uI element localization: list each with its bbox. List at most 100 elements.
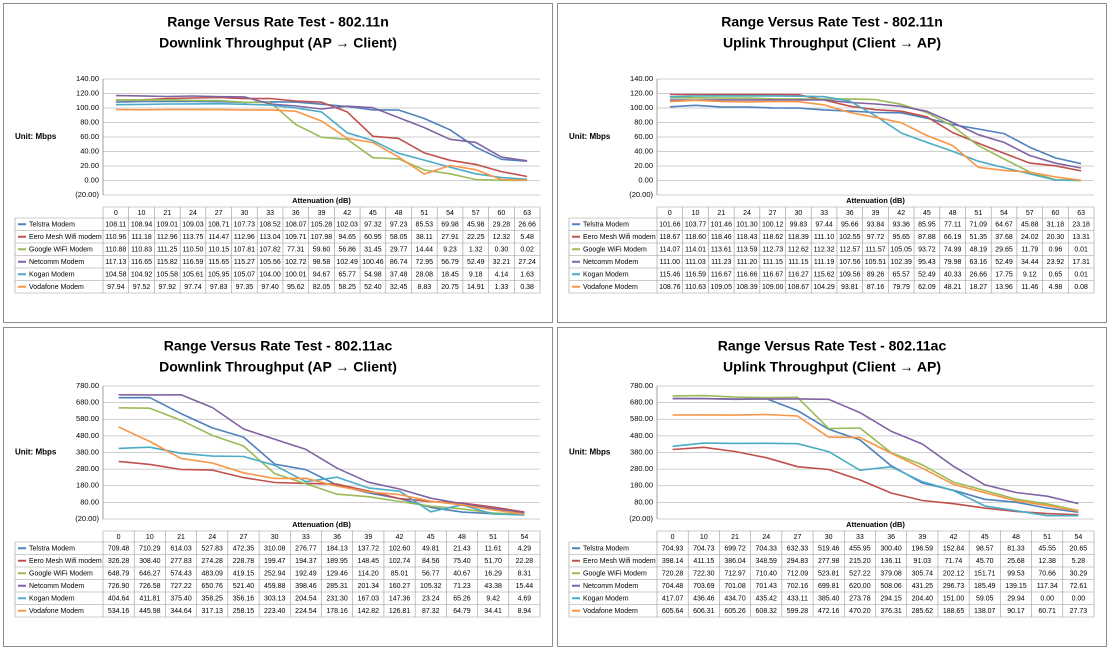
data-label: 4.98 xyxy=(1049,284,1063,291)
data-label: 231.30 xyxy=(326,596,348,603)
data-label: 65.77 xyxy=(338,272,356,279)
data-label: 105.07 xyxy=(234,272,256,279)
legend-label: Telstra Modem xyxy=(29,222,75,229)
data-label: 109.56 xyxy=(839,272,861,279)
data-label: 87.32 xyxy=(422,608,440,615)
data-label: 252.94 xyxy=(264,571,286,578)
data-label: 13.96 xyxy=(995,284,1013,291)
y-tick-label: 180.00 xyxy=(76,481,99,490)
data-label: 97.23 xyxy=(390,222,408,229)
data-label: 310.08 xyxy=(264,546,286,553)
data-label: 70.66 xyxy=(1038,571,1056,578)
data-label: 0.08 xyxy=(1074,284,1088,291)
y-tick-label: 0.00 xyxy=(638,175,653,184)
data-label: 115.27 xyxy=(234,259,255,266)
legend-label: Google WiFi Modem xyxy=(583,247,647,254)
data-label: 95.66 xyxy=(841,222,859,229)
data-label: 69.98 xyxy=(441,222,459,229)
data-label: 105.56 xyxy=(259,259,281,266)
data-label: 0.96 xyxy=(1049,247,1063,254)
data-label: 142.82 xyxy=(358,608,380,615)
data-label: 126.81 xyxy=(389,608,411,615)
data-label: 712.97 xyxy=(724,571,746,578)
series-line xyxy=(669,99,1082,169)
x-tick-label: 54 xyxy=(1074,534,1082,541)
chart-panel: Range Versus Rate Test - 802.11ac Downlin… xyxy=(3,327,553,647)
data-label: 98.58 xyxy=(313,259,331,266)
data-label: 56.86 xyxy=(338,247,356,254)
data-label: 148.45 xyxy=(358,558,380,565)
data-label: 152.84 xyxy=(943,546,965,553)
x-tick-label: 54 xyxy=(446,210,454,217)
x-tick-label: 45 xyxy=(427,534,435,541)
data-label: 188.65 xyxy=(943,608,965,615)
data-label: 108.71 xyxy=(208,222,230,229)
data-label: 105.61 xyxy=(182,272,204,279)
data-label: 58.25 xyxy=(338,284,356,291)
data-label: 87.16 xyxy=(867,284,885,291)
y-tick-label: 140.00 xyxy=(76,74,99,83)
chart-subtitle: Uplink Throughput (Client → AP) xyxy=(723,35,941,51)
data-label: 111.25 xyxy=(157,247,177,254)
data-label: 113.61 xyxy=(711,247,732,254)
chart-title: Range Versus Rate Test - 802.11ac xyxy=(718,338,947,354)
data-label: 483.09 xyxy=(202,571,224,578)
data-label: 9.12 xyxy=(1023,272,1037,279)
series-line xyxy=(672,446,1079,516)
data-label: 445.98 xyxy=(139,608,161,615)
y-tick-label: 120.00 xyxy=(630,88,653,97)
data-label: 85.53 xyxy=(416,222,434,229)
data-label: 376.31 xyxy=(880,608,902,615)
data-label: 103.77 xyxy=(685,222,707,229)
data-label: 109.05 xyxy=(711,284,733,291)
series-line xyxy=(672,397,1079,505)
y-tick-label: 40.00 xyxy=(80,146,99,155)
data-label: 30.29 xyxy=(1070,571,1088,578)
legend-label: Telstra Modem xyxy=(583,222,629,229)
data-label: 18.45 xyxy=(441,272,459,279)
data-label: 419.15 xyxy=(233,571,255,578)
series-line xyxy=(672,413,1079,512)
data-label: 71.23 xyxy=(453,583,471,590)
data-label: 65.26 xyxy=(453,596,471,603)
data-label: 26.66 xyxy=(970,272,988,279)
data-label: 107.82 xyxy=(259,247,281,254)
data-label: 519.46 xyxy=(818,546,840,553)
data-label: 108.67 xyxy=(788,284,810,291)
data-label: 48.19 xyxy=(970,247,988,254)
data-label: 109.01 xyxy=(157,222,179,229)
data-label: 204.40 xyxy=(912,596,934,603)
data-label: 108.11 xyxy=(105,222,126,229)
data-label: 204.54 xyxy=(295,596,317,603)
legend-label: Eero Mesh Wifi modem xyxy=(583,234,656,241)
data-label: 115.65 xyxy=(208,259,229,266)
data-label: 87.88 xyxy=(918,234,936,241)
data-label: 9.42 xyxy=(486,596,500,603)
data-label: 25.68 xyxy=(1007,558,1025,565)
x-tick-label: 45 xyxy=(369,210,377,217)
chart-title: Range Versus Rate Test - 802.11n xyxy=(721,14,943,30)
data-label: 37.68 xyxy=(995,234,1013,241)
data-label: 97.92 xyxy=(158,284,176,291)
data-label: 71.74 xyxy=(945,558,963,565)
data-label: 85.95 xyxy=(918,222,936,229)
data-label: 95.43 xyxy=(918,259,936,266)
data-label: 308.40 xyxy=(139,558,161,565)
legend-label: Kogan Modem xyxy=(583,596,629,603)
data-label: 45.55 xyxy=(1038,546,1056,553)
data-label: 79.79 xyxy=(892,284,910,291)
data-label: 114.07 xyxy=(659,247,680,254)
data-label: 29.77 xyxy=(390,247,408,254)
data-label: 0.01 xyxy=(1074,272,1088,279)
y-axis-label: Unit: Mbps xyxy=(15,448,57,457)
data-label: 15.44 xyxy=(516,583,534,590)
x-tick-label: 30 xyxy=(825,534,833,541)
data-label: 472.16 xyxy=(818,608,840,615)
x-tick-label: 33 xyxy=(856,534,864,541)
data-label: 17.75 xyxy=(995,272,1013,279)
x-tick-label: 39 xyxy=(364,534,372,541)
x-tick-label: 0 xyxy=(114,210,118,217)
series-line xyxy=(115,102,528,181)
data-label: 107.98 xyxy=(311,234,333,241)
